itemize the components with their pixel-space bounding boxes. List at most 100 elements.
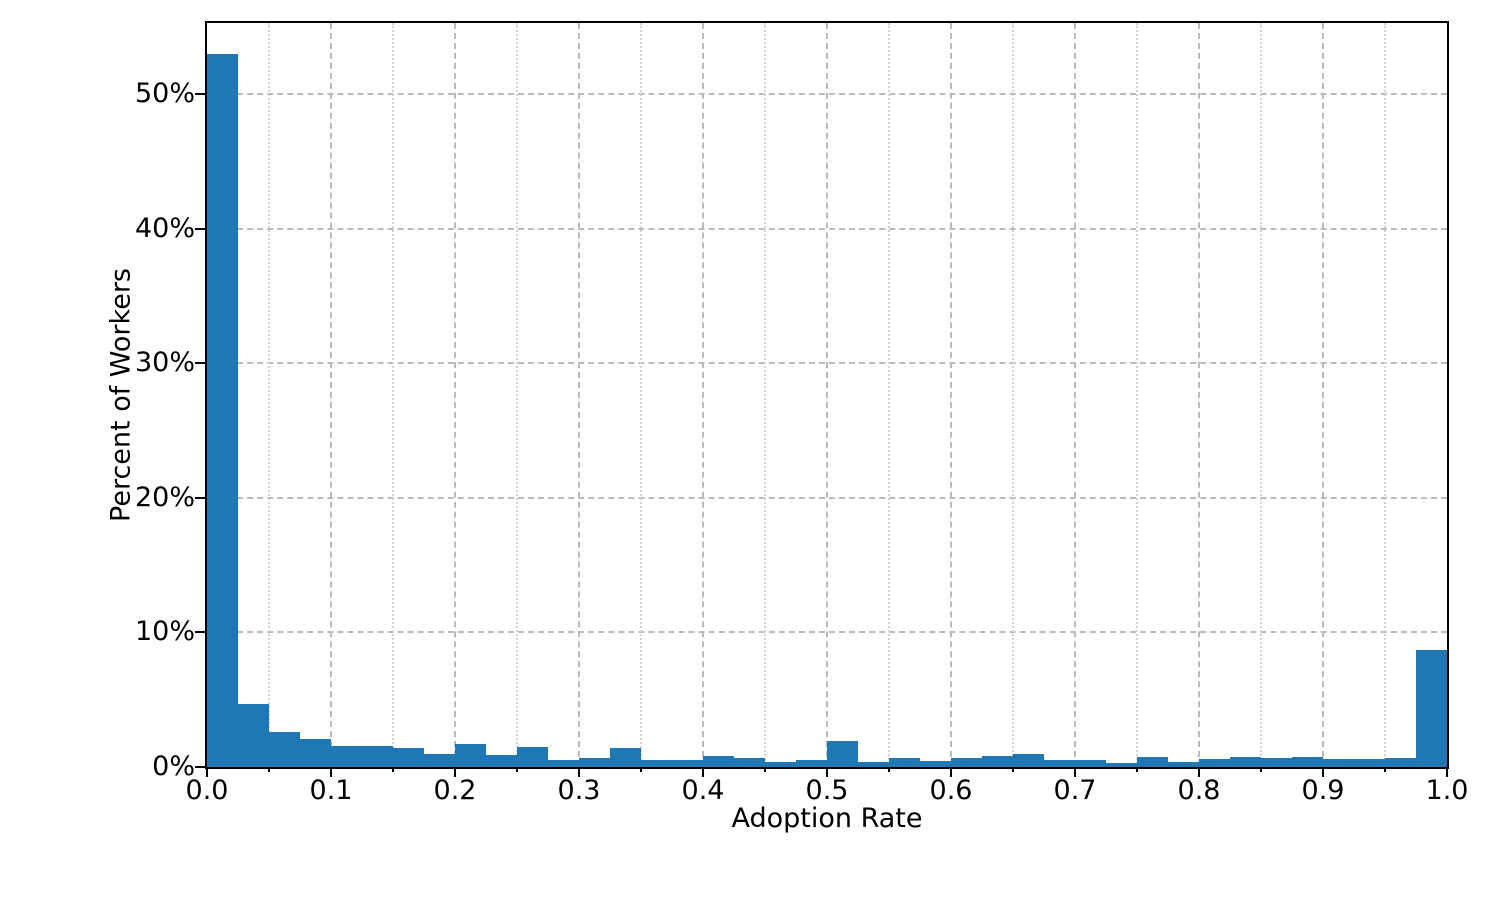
histogram-bar: [858, 761, 889, 767]
histogram-bar: [269, 732, 300, 767]
gridline-major-vertical: [1198, 23, 1200, 767]
histogram-bar: [1013, 753, 1044, 767]
y-tick-label: 50%: [134, 78, 195, 110]
x-major-tick-mark: [1198, 767, 1200, 777]
x-major-tick-mark: [950, 767, 952, 777]
x-major-tick-mark: [702, 767, 704, 777]
histogram-bar: [1044, 760, 1075, 767]
histogram-bar: [1261, 758, 1292, 767]
histogram-bar: [610, 748, 641, 767]
x-major-tick-mark: [330, 767, 332, 777]
histogram-bar: [1199, 758, 1230, 767]
histogram-bar: [889, 758, 920, 767]
x-minor-tick-mark: [1136, 767, 1138, 772]
x-minor-tick-mark: [764, 767, 766, 772]
y-major-tick-mark: [195, 227, 205, 230]
histogram-bar: [765, 762, 796, 767]
y-tick-label: 30%: [134, 347, 195, 379]
histogram-bar: [982, 756, 1013, 767]
histogram-bar: [1292, 756, 1323, 767]
histogram-bar: [455, 744, 486, 767]
x-major-tick-mark: [1074, 767, 1076, 777]
histogram-bar: [393, 748, 424, 767]
x-minor-tick-mark: [888, 767, 890, 772]
x-tick-label: 0.5: [805, 775, 849, 806]
y-tick-label: 20%: [134, 481, 195, 513]
y-major-tick-mark: [195, 93, 205, 96]
gridline-major-vertical: [950, 23, 952, 767]
gridline-minor-vertical: [764, 23, 766, 767]
histogram-bar: [238, 703, 269, 767]
histogram-bar: [734, 758, 765, 767]
y-major-tick-mark: [195, 362, 205, 365]
x-tick-label: 0.8: [1177, 775, 1221, 806]
y-major-tick-mark: [195, 766, 205, 768]
gridlines-layer: [207, 23, 1447, 767]
x-major-tick-mark: [1322, 767, 1324, 777]
y-major-tick-mark: [195, 496, 205, 499]
x-major-tick-mark: [206, 767, 208, 777]
gridline-minor-vertical: [1384, 23, 1386, 767]
x-axis-label: Adoption Rate: [731, 803, 923, 834]
bars-layer: [207, 23, 1447, 767]
histogram-bar: [703, 756, 734, 767]
histogram-bar: [1385, 758, 1416, 767]
histogram-bar: [1416, 650, 1447, 767]
histogram-bar: [796, 759, 827, 767]
histogram-bar: [1168, 761, 1199, 767]
x-major-tick-mark: [1446, 767, 1448, 777]
plot-area: [205, 21, 1449, 769]
histogram-bar: [672, 760, 703, 767]
histogram-bar: [331, 745, 362, 767]
histogram-bar: [1354, 758, 1385, 767]
gridline-minor-vertical: [1136, 23, 1138, 767]
histogram-bar: [641, 759, 672, 767]
x-minor-tick-mark: [1260, 767, 1262, 772]
histogram-bar: [486, 754, 517, 767]
histogram-bar: [579, 757, 610, 767]
gridline-major-vertical: [826, 23, 828, 767]
histogram-bar: [827, 741, 858, 767]
histogram-bar: [1137, 756, 1168, 767]
histogram-bar: [951, 758, 982, 767]
x-minor-tick-mark: [1012, 767, 1014, 772]
gridline-minor-vertical: [888, 23, 890, 767]
y-major-tick-mark: [195, 631, 205, 634]
gridline-minor-vertical: [516, 23, 518, 767]
histogram-bar: [1106, 763, 1137, 767]
gridline-minor-vertical: [1012, 23, 1014, 767]
x-tick-label: 0.4: [681, 775, 725, 806]
histogram-bar: [920, 760, 951, 767]
x-major-tick-mark: [578, 767, 580, 777]
x-tick-label: 1.0: [1425, 775, 1469, 806]
gridline-minor-vertical: [392, 23, 394, 767]
gridline-minor-vertical: [1260, 23, 1262, 767]
histogram-bar: [548, 759, 579, 767]
y-tick-label: 40%: [134, 212, 195, 244]
gridline-major-vertical: [702, 23, 704, 767]
x-tick-label: 0.2: [433, 775, 477, 806]
x-tick-label: 0.6: [929, 775, 973, 806]
histogram-bar: [362, 745, 393, 767]
histogram-bar: [1075, 759, 1106, 767]
histogram-bar: [424, 753, 455, 767]
gridline-major-vertical: [1322, 23, 1324, 767]
x-minor-tick-mark: [1384, 767, 1386, 772]
gridline-minor-vertical: [268, 23, 270, 767]
x-major-tick-mark: [454, 767, 456, 777]
histogram-bar: [207, 53, 238, 767]
x-tick-label: 0.0: [185, 775, 229, 806]
x-tick-label: 0.1: [309, 775, 353, 806]
x-minor-tick-mark: [516, 767, 518, 772]
x-minor-tick-mark: [640, 767, 642, 772]
y-tick-label: 10%: [134, 616, 195, 648]
gridline-major-vertical: [330, 23, 332, 767]
histogram-bar: [1323, 758, 1354, 767]
x-minor-tick-mark: [268, 767, 270, 772]
gridline-minor-vertical: [640, 23, 642, 767]
gridline-major-vertical: [578, 23, 580, 767]
x-major-tick-mark: [826, 767, 828, 777]
gridline-major-vertical: [454, 23, 456, 767]
histogram-bar: [1230, 756, 1261, 767]
